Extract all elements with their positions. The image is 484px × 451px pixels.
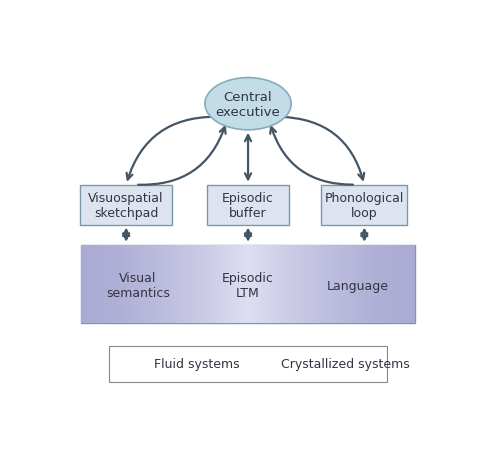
Text: Crystallized systems: Crystallized systems: [281, 358, 410, 371]
Text: Fluid systems: Fluid systems: [154, 358, 240, 371]
Bar: [207, 185, 289, 225]
Text: Visuospatial
sketchpad: Visuospatial sketchpad: [89, 191, 164, 219]
Text: Central
executive: Central executive: [216, 91, 280, 119]
Bar: [321, 185, 408, 225]
Bar: [109, 346, 387, 382]
Bar: [80, 185, 172, 225]
Text: Episodic
LTM: Episodic LTM: [222, 272, 274, 300]
Text: Phonological
loop: Phonological loop: [325, 191, 404, 219]
Bar: [81, 245, 415, 323]
Text: Visual
semantics: Visual semantics: [106, 272, 170, 300]
Text: Language: Language: [327, 279, 389, 292]
Ellipse shape: [205, 78, 291, 130]
Text: Episodic
buffer: Episodic buffer: [222, 191, 274, 219]
